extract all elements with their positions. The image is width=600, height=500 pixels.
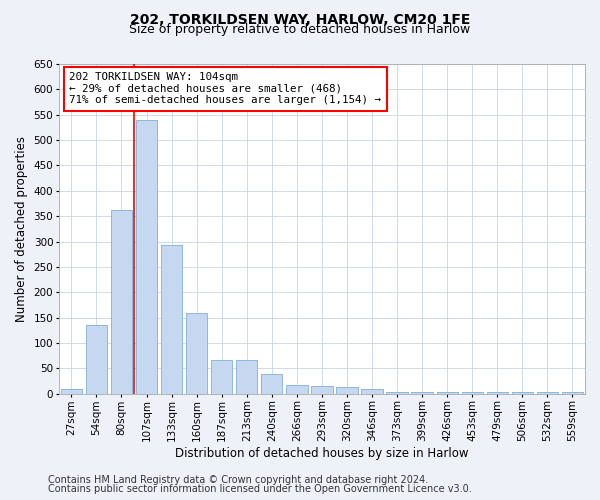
Bar (111, 210, 132, 394)
Y-axis label: Number of detached properties: Number of detached properties (15, 136, 28, 322)
Bar (337, 387, 358, 394)
Bar (412, 392, 433, 394)
Text: Contains public sector information licensed under the Open Government Licence v3: Contains public sector information licen… (48, 484, 472, 494)
Bar (512, 392, 533, 394)
Bar (487, 392, 508, 394)
Bar (286, 385, 308, 394)
Bar (461, 392, 483, 394)
Text: Contains HM Land Registry data © Crown copyright and database right 2024.: Contains HM Land Registry data © Crown c… (48, 475, 428, 485)
Bar (311, 386, 332, 394)
Bar (386, 392, 408, 394)
Text: Size of property relative to detached houses in Harlow: Size of property relative to detached ho… (130, 22, 470, 36)
Bar (211, 360, 232, 394)
Text: 202, TORKILDSEN WAY, HARLOW, CM20 1FE: 202, TORKILDSEN WAY, HARLOW, CM20 1FE (130, 12, 470, 26)
X-axis label: Distribution of detached houses by size in Harlow: Distribution of detached houses by size … (175, 447, 469, 460)
Bar (537, 392, 558, 394)
Bar (261, 374, 283, 394)
Text: 202 TORKILDSEN WAY: 104sqm
← 29% of detached houses are smaller (468)
71% of sem: 202 TORKILDSEN WAY: 104sqm ← 29% of deta… (70, 72, 382, 106)
Bar (562, 392, 583, 394)
Bar (186, 312, 208, 394)
Bar (86, 326, 107, 394)
Bar (437, 392, 458, 394)
Bar (161, 245, 182, 394)
Bar (361, 389, 383, 394)
Bar (136, 120, 157, 394)
Bar (236, 360, 257, 394)
Bar (61, 388, 82, 394)
